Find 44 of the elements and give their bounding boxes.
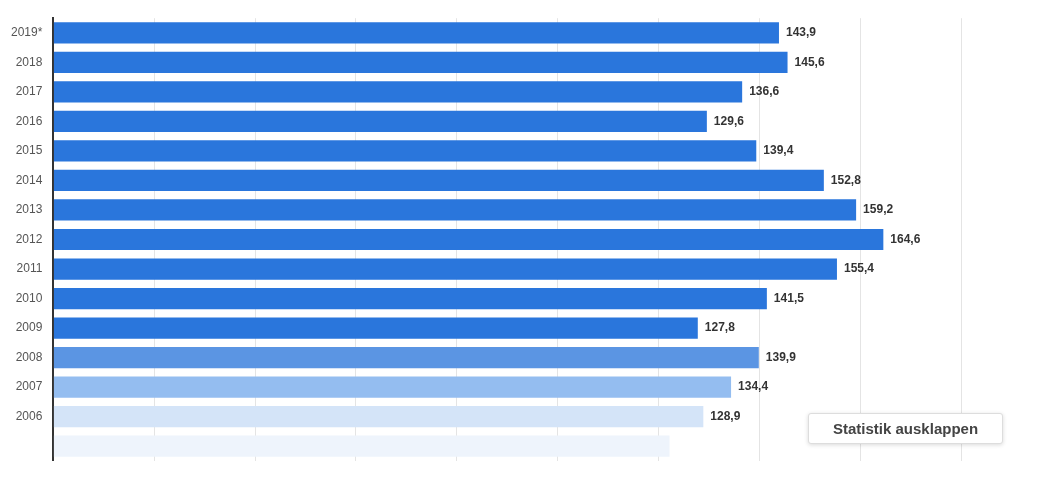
data-label: 134,4 (738, 379, 769, 394)
y-tick-label: 2019* (10, 25, 43, 40)
bar (53, 287, 767, 310)
bar (53, 346, 759, 369)
data-label: 129,6 (713, 113, 745, 128)
y-tick-label: 2010 (15, 290, 43, 305)
bar (53, 228, 884, 251)
y-tick-label: 2014 (15, 172, 43, 187)
bar (53, 258, 837, 280)
data-label: 155,4 (843, 261, 875, 276)
data-label: 159,2 (863, 202, 894, 217)
y-tick-label: 2015 (15, 143, 43, 158)
bar (53, 199, 857, 221)
y-tick-label: 2012 (15, 231, 43, 246)
y-tick-label: 2006 (15, 408, 43, 423)
y-tick-label: 2008 (15, 349, 43, 364)
y-tick-label: 2009 (15, 320, 43, 335)
bar (53, 405, 704, 428)
bar (53, 22, 779, 44)
data-label: 139,9 (765, 349, 797, 364)
y-tick-label: 2018 (15, 54, 43, 69)
bar (53, 435, 670, 457)
bar (53, 81, 743, 103)
data-label: 164,6 (890, 231, 921, 246)
y-tick-label: 2016 (15, 113, 43, 128)
data-label: 128,9 (710, 408, 741, 423)
bar (53, 140, 757, 162)
data-label: 145,6 (794, 54, 825, 69)
bar (53, 51, 788, 74)
bar (53, 110, 707, 133)
bar (53, 317, 698, 339)
data-label: 141,5 (773, 290, 805, 305)
y-tick-label: 2017 (15, 84, 43, 99)
data-label: 127,8 (704, 320, 736, 335)
data-label: 136,6 (749, 84, 780, 99)
bar (53, 376, 732, 398)
data-label: 143,9 (785, 25, 817, 40)
bar (53, 169, 824, 192)
y-tick-label: 2013 (15, 202, 43, 217)
data-label: 139,4 (763, 143, 794, 158)
y-tick-label: 2011 (16, 261, 43, 276)
expand-button: Statistik ausklappen (808, 413, 1004, 444)
y-tick-label: 2007 (15, 379, 43, 394)
data-label: 152,8 (830, 172, 862, 187)
